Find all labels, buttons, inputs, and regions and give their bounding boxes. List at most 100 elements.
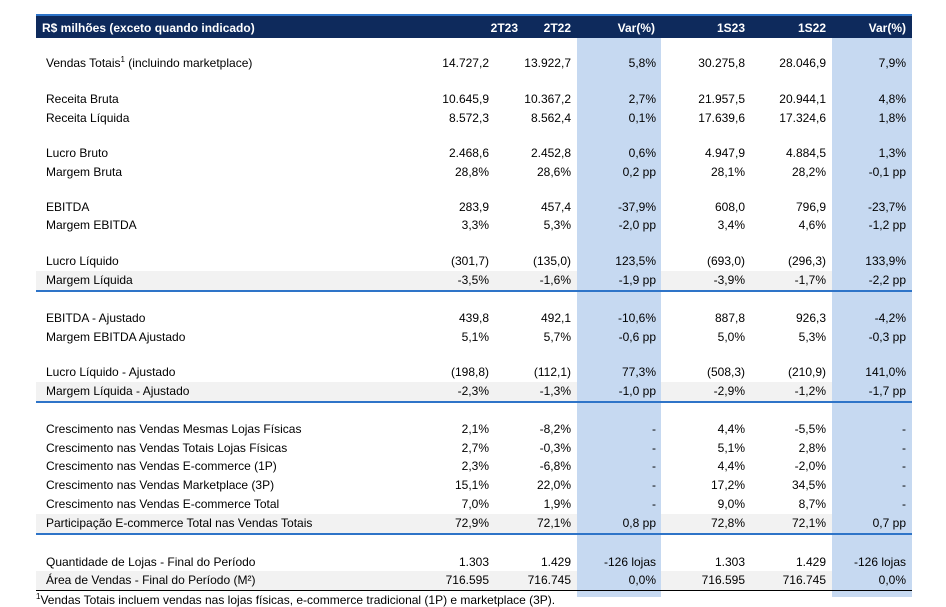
cell-2t22: 1,9% xyxy=(543,497,571,511)
row-label: Margem EBITDA xyxy=(46,218,137,232)
cell-2t22: 13.922,7 xyxy=(524,56,571,70)
cell-1s23: 4,4% xyxy=(717,459,745,473)
cell-1s23: 1.303 xyxy=(714,555,745,569)
cell-2t22: (135,0) xyxy=(532,254,571,268)
cell-var-q: 5,8% xyxy=(628,56,656,70)
footnote: 1Vendas Totais incluem vendas nas lojas … xyxy=(36,593,555,607)
header-col-1s22: 1S22 xyxy=(797,21,826,35)
cell-1s23: 4,4% xyxy=(717,422,745,436)
cell-var-q: 0,2 pp xyxy=(622,165,656,179)
cell-var-q: - xyxy=(652,497,656,511)
cell-2t23: 15,1% xyxy=(454,478,489,492)
row-label: EBITDA xyxy=(46,200,90,214)
header-col-var-q: Var(%) xyxy=(617,21,655,35)
var-column-highlight-q xyxy=(577,38,661,597)
cell-var-q: 123,5% xyxy=(615,254,656,268)
cell-2t23: -3,5% xyxy=(457,273,489,287)
table-row: Crescimento nas Vendas Marketplace (3P) 1… xyxy=(36,476,912,495)
cell-2t23: 2,7% xyxy=(461,441,489,455)
cell-var-q: - xyxy=(652,422,656,436)
cell-var-q: 0,6% xyxy=(628,146,656,160)
cell-var-q: 0,8 pp xyxy=(622,516,656,530)
row-label: Margem Bruta xyxy=(46,165,123,179)
cell-1s22: 4.884,5 xyxy=(785,146,826,160)
cell-1s22: (296,3) xyxy=(787,254,826,268)
cell-1s22: 8,7% xyxy=(798,497,826,511)
row-label: Lucro Bruto xyxy=(46,146,109,160)
cell-var-q: -1,0 pp xyxy=(618,384,656,398)
table-row: Crescimento nas Vendas Totais Lojas Físi… xyxy=(36,439,912,458)
cell-var-s: 0,0% xyxy=(878,573,906,587)
cell-var-q: -126 lojas xyxy=(603,555,656,569)
cell-2t23: (301,7) xyxy=(450,254,489,268)
cell-1s23: 5,1% xyxy=(717,441,745,455)
row-label: Área de Vendas - Final do Período (M²) xyxy=(46,573,256,587)
row-label: Quantidade de Lojas - Final do Período xyxy=(46,555,256,569)
cell-2t23: 10.645,9 xyxy=(442,92,489,106)
cell-1s23: 716.595 xyxy=(701,573,745,587)
cell-2t23: 2,1% xyxy=(461,422,489,436)
cell-1s23: 4.947,9 xyxy=(704,146,745,160)
cell-1s23: 887,8 xyxy=(714,311,745,325)
row-label: Receita Líquida xyxy=(46,111,130,125)
cell-2t23: 439,8 xyxy=(458,311,489,325)
header-col-1s23: 1S23 xyxy=(716,21,745,35)
cell-var-s: -0,3 pp xyxy=(868,330,906,344)
cell-1s22: 72,1% xyxy=(791,516,826,530)
cell-2t22: 492,1 xyxy=(540,311,571,325)
cell-2t23: 1.303 xyxy=(458,555,489,569)
cell-var-q: - xyxy=(652,478,656,492)
cell-1s22: 796,9 xyxy=(795,200,826,214)
cell-2t22: 1.429 xyxy=(540,555,571,569)
cell-2t22: 5,7% xyxy=(543,330,571,344)
cell-2t22: 716.745 xyxy=(527,573,571,587)
table-row: EBITDA - Ajustado 439,8 492,1 -10,6% 887,8 92… xyxy=(36,309,912,328)
table-row: Receita Líquida 8.572,3 8.562,4 0,1% 17.639,… xyxy=(36,109,912,128)
cell-var-s: -2,2 pp xyxy=(868,273,906,287)
cell-2t23: 3,3% xyxy=(461,218,489,232)
cell-2t22: (112,1) xyxy=(533,365,571,379)
table-row: Margem EBITDA 3,3% 5,3% -2,0 pp 3,4% 4,6% -1,2… xyxy=(36,216,912,235)
cell-1s22: 926,3 xyxy=(795,311,826,325)
cell-2t22: -1,6% xyxy=(539,273,571,287)
cell-var-s: 1,8% xyxy=(878,111,906,125)
cell-var-s: - xyxy=(902,441,906,455)
cell-1s23: 30.275,8 xyxy=(698,56,745,70)
cell-1s22: 28,2% xyxy=(791,165,826,179)
table-header: R$ milhões (exceto quando indicado) 2T23… xyxy=(36,14,912,38)
table-row: Participação E-commerce Total nas Vendas… xyxy=(36,514,912,535)
cell-2t23: 5,1% xyxy=(461,330,489,344)
cell-2t22: -1,3% xyxy=(539,384,571,398)
cell-var-q: -1,9 pp xyxy=(618,273,656,287)
cell-var-q: -0,6 pp xyxy=(618,330,656,344)
row-label: Lucro Líquido - Ajustado xyxy=(46,365,176,379)
cell-var-q: - xyxy=(652,441,656,455)
cell-2t22: -0,3% xyxy=(539,441,571,455)
cell-2t23: -2,3% xyxy=(457,384,489,398)
cell-var-q: -2,0 pp xyxy=(618,218,656,232)
cell-var-s: 4,8% xyxy=(878,92,906,106)
cell-1s22: 716.745 xyxy=(782,573,826,587)
cell-var-s: 7,9% xyxy=(878,56,906,70)
row-label: Lucro Líquido xyxy=(46,254,119,268)
table-row: Crescimento nas Vendas E-commerce Total 7… xyxy=(36,495,912,514)
cell-2t22: 2.452,8 xyxy=(530,146,571,160)
cell-1s22: 20.944,1 xyxy=(779,92,826,106)
cell-var-q: -37,9% xyxy=(617,200,656,214)
var-column-highlight-s xyxy=(832,38,912,597)
table-row: Lucro Bruto 2.468,6 2.452,8 0,6% 4.947,9 4.88… xyxy=(36,144,912,163)
footnote-marker: 1 xyxy=(36,592,41,601)
cell-1s23: 9,0% xyxy=(717,497,745,511)
cell-1s22: 4,6% xyxy=(798,218,826,232)
cell-2t22: 457,4 xyxy=(540,200,571,214)
cell-var-s: -23,7% xyxy=(867,200,906,214)
cell-2t22: 5,3% xyxy=(543,218,571,232)
table-row: Crescimento nas Vendas E-commerce (1P) 2,… xyxy=(36,457,912,476)
cell-1s22: 28.046,9 xyxy=(779,56,826,70)
cell-var-s: - xyxy=(902,497,906,511)
table-row: EBITDA 283,9 457,4 -37,9% 608,0 796,9 -23,7% xyxy=(36,198,912,217)
cell-var-s: 133,9% xyxy=(865,254,906,268)
table-row: Margem Líquida -3,5% -1,6% -1,9 pp -3,9% -1,7… xyxy=(36,271,912,292)
cell-2t23: 283,9 xyxy=(458,200,489,214)
cell-var-s: - xyxy=(902,459,906,473)
